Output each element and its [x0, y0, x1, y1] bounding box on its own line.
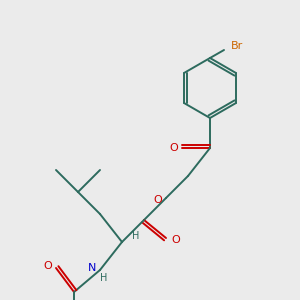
Text: H: H — [100, 273, 108, 283]
Text: N: N — [88, 263, 96, 273]
Text: O: O — [169, 143, 178, 153]
Text: O: O — [44, 261, 52, 271]
Text: H: H — [132, 231, 140, 241]
Text: O: O — [154, 195, 162, 205]
Text: Br: Br — [231, 41, 243, 51]
Text: O: O — [172, 235, 180, 245]
